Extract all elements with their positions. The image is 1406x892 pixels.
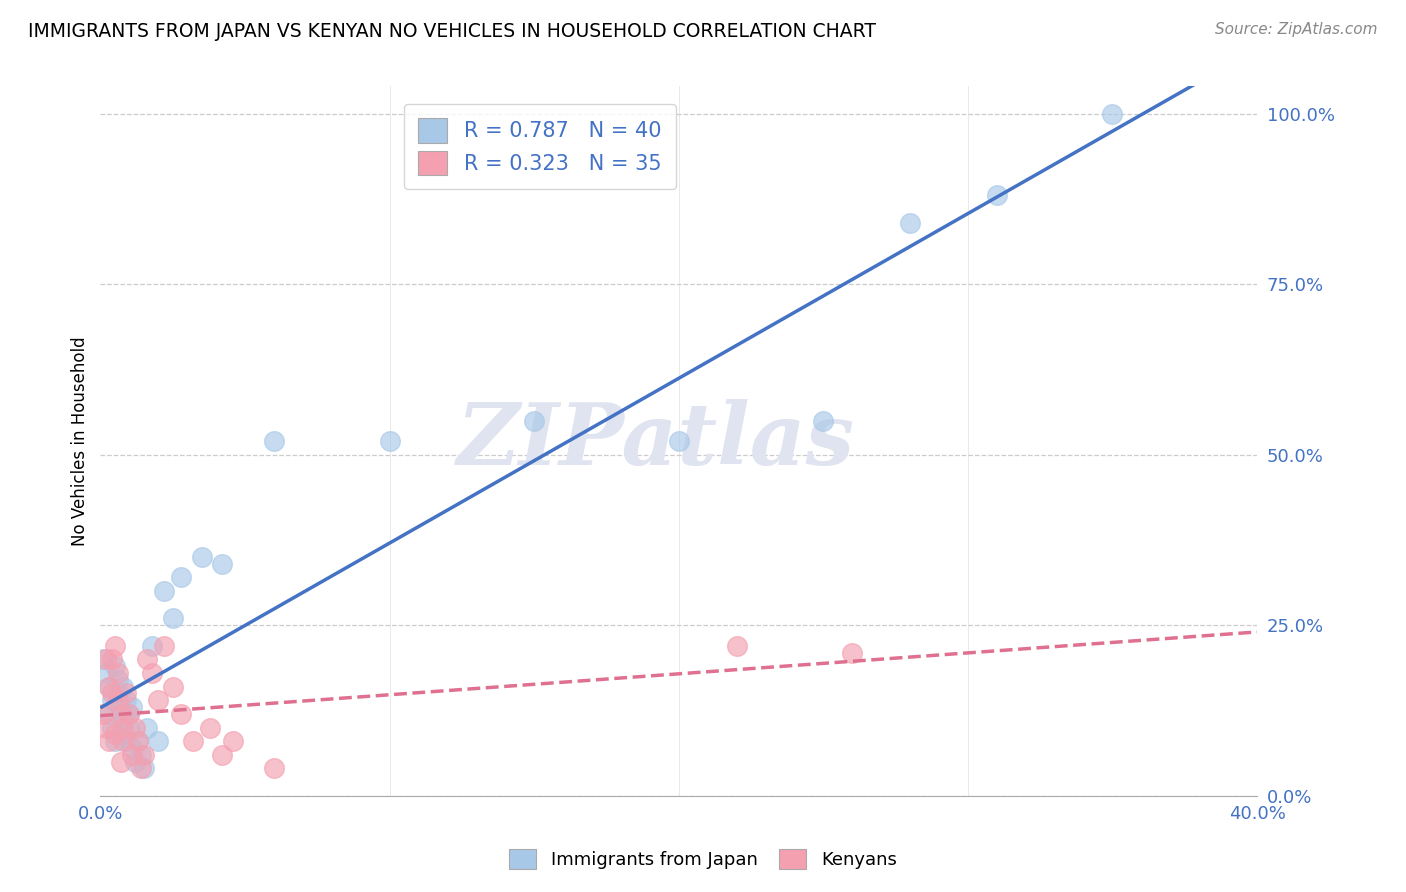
Text: IMMIGRANTS FROM JAPAN VS KENYAN NO VEHICLES IN HOUSEHOLD CORRELATION CHART: IMMIGRANTS FROM JAPAN VS KENYAN NO VEHIC… xyxy=(28,22,876,41)
Text: ZIPatlas: ZIPatlas xyxy=(457,400,855,483)
Point xyxy=(98,680,121,694)
Point xyxy=(115,693,138,707)
Point xyxy=(112,734,135,748)
Point xyxy=(121,700,143,714)
Point xyxy=(132,747,155,762)
Point xyxy=(107,665,129,680)
Point xyxy=(1101,106,1123,120)
Point xyxy=(115,686,138,700)
Point xyxy=(378,434,401,448)
Point xyxy=(523,414,546,428)
Point xyxy=(148,734,170,748)
Point xyxy=(132,762,155,776)
Legend: Immigrants from Japan, Kenyans: Immigrants from Japan, Kenyans xyxy=(501,839,905,879)
Point xyxy=(263,762,285,776)
Point xyxy=(101,686,124,700)
Point xyxy=(162,611,184,625)
Point xyxy=(222,734,245,748)
Point xyxy=(115,734,138,748)
Point xyxy=(162,680,184,694)
Point xyxy=(107,686,129,700)
Point xyxy=(153,584,176,599)
Point xyxy=(118,706,141,721)
Point xyxy=(124,721,146,735)
Point xyxy=(104,734,127,748)
Point xyxy=(107,693,129,707)
Point xyxy=(110,706,132,721)
Point xyxy=(127,734,149,748)
Point xyxy=(129,747,152,762)
Point xyxy=(98,706,121,721)
Point xyxy=(263,434,285,448)
Point xyxy=(148,693,170,707)
Point xyxy=(181,734,204,748)
Point xyxy=(94,665,117,680)
Point xyxy=(841,646,863,660)
Point xyxy=(112,680,135,694)
Point xyxy=(135,721,157,735)
Point xyxy=(101,721,124,735)
Point xyxy=(141,665,163,680)
Point xyxy=(129,762,152,776)
Point xyxy=(118,706,141,721)
Point xyxy=(668,434,690,448)
Point xyxy=(98,734,121,748)
Point xyxy=(112,714,135,728)
Point xyxy=(104,727,127,741)
Point xyxy=(104,639,127,653)
Point xyxy=(112,721,135,735)
Point xyxy=(200,721,222,735)
Point xyxy=(110,755,132,769)
Point xyxy=(986,188,1008,202)
Point xyxy=(211,557,233,571)
Point xyxy=(107,673,129,687)
Point xyxy=(101,693,124,707)
Point xyxy=(813,414,835,428)
Point xyxy=(141,639,163,653)
Point xyxy=(91,706,114,721)
Point xyxy=(124,755,146,769)
Point xyxy=(91,652,114,666)
Point xyxy=(190,549,212,564)
Point xyxy=(898,216,921,230)
Point xyxy=(104,659,127,673)
Point xyxy=(121,741,143,756)
Point xyxy=(101,652,124,666)
Point xyxy=(153,639,176,653)
Legend: R = 0.787   N = 40, R = 0.323   N = 35: R = 0.787 N = 40, R = 0.323 N = 35 xyxy=(404,103,676,189)
Point xyxy=(170,570,193,584)
Point xyxy=(94,721,117,735)
Text: Source: ZipAtlas.com: Source: ZipAtlas.com xyxy=(1215,22,1378,37)
Point xyxy=(135,652,157,666)
Y-axis label: No Vehicles in Household: No Vehicles in Household xyxy=(72,336,89,546)
Point xyxy=(211,747,233,762)
Point xyxy=(127,734,149,748)
Point xyxy=(118,721,141,735)
Point xyxy=(110,700,132,714)
Point xyxy=(170,706,193,721)
Point xyxy=(98,680,121,694)
Point xyxy=(110,727,132,741)
Point xyxy=(725,639,748,653)
Point xyxy=(94,652,117,666)
Point xyxy=(121,747,143,762)
